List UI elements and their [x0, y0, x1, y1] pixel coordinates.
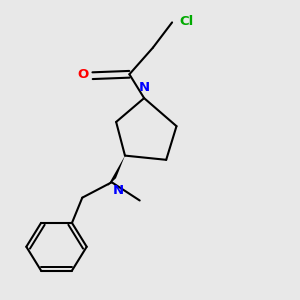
- Text: Cl: Cl: [179, 14, 194, 28]
- Text: O: O: [77, 68, 88, 81]
- Text: N: N: [113, 184, 124, 197]
- Polygon shape: [107, 156, 125, 186]
- Text: N: N: [139, 81, 150, 94]
